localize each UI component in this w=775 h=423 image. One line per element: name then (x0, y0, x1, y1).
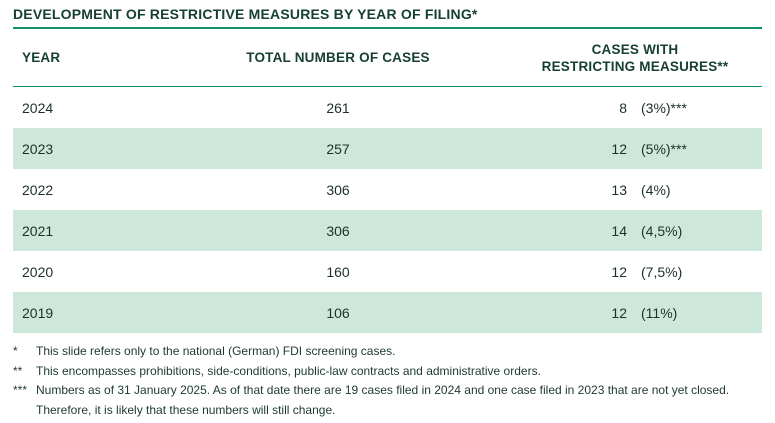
measures-percent: (4%) (641, 181, 671, 198)
measures-count: 8 (619, 99, 627, 116)
measures-percent: (11%) (641, 304, 678, 321)
footnote-text: Numbers as of 31 January 2025. As of tha… (36, 383, 730, 417)
measures-count: 14 (611, 222, 627, 239)
column-header-cases: CASES WITH RESTRICTING MEASURES** (508, 41, 762, 75)
footnote-marker: * (13, 344, 18, 358)
footnote: * This slide refers only to the national… (13, 342, 762, 362)
header-divider (13, 86, 762, 87)
table-row: 2024 261 8 (3%)*** (13, 87, 762, 128)
total-cell: 106 (326, 304, 350, 321)
footnote-text: This encompasses prohibitions, side-cond… (36, 363, 541, 378)
total-cell: 261 (326, 99, 350, 116)
page-title: DEVELOPMENT OF RESTRICTIVE MEASURES BY Y… (13, 6, 478, 22)
table-row: 2023 257 12 (5%)*** (13, 128, 762, 169)
footnotes: * This slide refers only to the national… (13, 342, 762, 420)
measures-count: 12 (611, 304, 627, 321)
table-row: 2020 160 12 (7,5%) (13, 251, 762, 292)
column-header-cases-line1: CASES WITH (591, 41, 679, 57)
measures-cell: 14 (4,5%) (508, 223, 762, 239)
year-cell: 2021 (22, 222, 54, 239)
footnote: *** Numbers as of 31 January 2025. As of… (13, 381, 762, 420)
year-cell: 2024 (22, 99, 54, 116)
column-header-total: TOTAL NUMBER OF CASES (246, 50, 430, 65)
table-row: 2021 306 14 (4,5%) (13, 210, 762, 251)
footnote: ** This encompasses prohibitions, side-c… (13, 362, 762, 382)
measures-cell: 12 (11%) (508, 305, 762, 321)
footnote-text: This slide refers only to the national (… (36, 344, 396, 358)
measures-cell: 8 (3%)*** (508, 100, 762, 116)
title-divider (13, 27, 762, 29)
measures-cell: 13 (4%) (508, 182, 762, 198)
total-cell: 160 (326, 263, 350, 280)
measures-count: 12 (611, 263, 627, 280)
measures-percent: (3%)*** (641, 99, 687, 116)
total-cell: 306 (326, 181, 350, 198)
measures-cell: 12 (7,5%) (508, 264, 762, 280)
measures-percent: (7,5%) (641, 263, 683, 280)
measures-count: 12 (611, 140, 627, 157)
column-header-year: YEAR (22, 50, 61, 65)
footnote-marker: *** (13, 383, 28, 397)
measures-count: 13 (611, 181, 627, 198)
total-cell: 306 (326, 222, 350, 239)
column-header-cases-line2: RESTRICTING MEASURES** (541, 58, 729, 74)
total-cell: 257 (326, 140, 350, 157)
table-row: 2022 306 13 (4%) (13, 169, 762, 210)
footnote-marker: ** (13, 363, 23, 378)
table-row: 2019 106 12 (11%) (13, 292, 762, 333)
year-cell: 2022 (22, 181, 54, 198)
measures-cell: 12 (5%)*** (508, 141, 762, 157)
measures-percent: (5%)*** (641, 140, 687, 157)
year-cell: 2020 (22, 263, 54, 280)
measures-percent: (4,5%) (641, 222, 683, 239)
year-cell: 2019 (22, 304, 54, 321)
year-cell: 2023 (22, 140, 54, 157)
table-header-row: YEAR TOTAL NUMBER OF CASES CASES WITH RE… (13, 29, 762, 86)
